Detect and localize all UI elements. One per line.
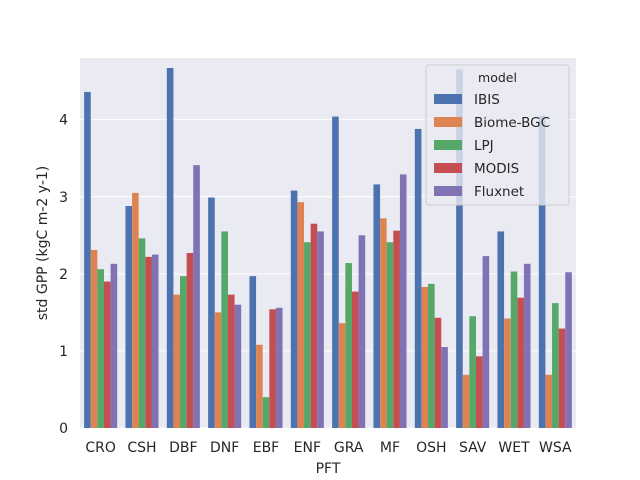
bar-lpj-osh xyxy=(428,283,435,428)
legend-swatch xyxy=(434,140,462,150)
bar-lpj-sav xyxy=(469,316,476,428)
bar-biome-bgc-csh xyxy=(132,192,139,428)
x-tick-label: SAV xyxy=(459,440,487,456)
x-tick-label: OSH xyxy=(416,440,446,456)
bar-lpj-csh xyxy=(138,238,146,428)
bar-ibis-sav xyxy=(456,69,463,428)
bar-ibis-csh xyxy=(125,206,133,428)
bar-ibis-wet xyxy=(497,231,505,428)
x-axis-ticks: CRO CSH DBF DNF EBF ENF GRA MF OSH SAV WET WSA xyxy=(85,440,572,456)
bar-ibis-mf xyxy=(373,184,381,428)
bar-modis-enf xyxy=(310,223,318,428)
bar-biome-bgc-ebf xyxy=(256,344,263,428)
y-tick-label: 2 xyxy=(59,267,68,283)
y-axis-ticks: 0 1 2 3 4 xyxy=(59,113,68,437)
bar-modis-ebf xyxy=(269,309,276,428)
bar-ibis-wsa xyxy=(538,115,546,428)
bar-biome-bgc-wsa xyxy=(545,374,553,428)
bar-lpj-enf xyxy=(304,242,311,428)
legend-label: Biome-BGC xyxy=(474,115,550,131)
bar-modis-gra xyxy=(351,291,359,428)
bar-biome-bgc-sav xyxy=(462,374,470,428)
bar-biome-bgc-cro xyxy=(90,249,98,428)
bar-modis-wet xyxy=(517,297,524,428)
bar-fluxnet-sav xyxy=(482,256,490,428)
bar-fluxnet-dnf xyxy=(234,304,242,428)
bar-modis-dbf xyxy=(186,253,194,428)
bar-lpj-dnf xyxy=(221,231,228,428)
legend-swatch xyxy=(434,186,462,196)
legend-title: model xyxy=(478,70,517,85)
bar-fluxnet-mf xyxy=(399,174,407,428)
bar-lpj-gra xyxy=(345,263,352,428)
y-tick-label: 0 xyxy=(59,421,68,437)
legend: model IBIS Biome-BGC LPJ MODIS Fluxnet xyxy=(425,64,570,206)
x-tick-label: CSH xyxy=(127,440,156,456)
x-tick-label: DNF xyxy=(210,440,239,456)
y-tick-label: 4 xyxy=(59,113,68,129)
bar-biome-bgc-wet xyxy=(504,318,511,428)
x-axis-label: PFT xyxy=(316,461,341,477)
bar-ibis-enf xyxy=(290,190,298,428)
legend-swatch xyxy=(434,94,462,104)
bars xyxy=(84,68,572,429)
bar-modis-osh xyxy=(434,317,442,428)
x-tick-label: ENF xyxy=(294,440,321,456)
bar-fluxnet-cro xyxy=(110,263,118,428)
bar-lpj-wet xyxy=(510,271,518,428)
legend-label: IBIS xyxy=(474,92,500,108)
bar-modis-csh xyxy=(145,256,152,429)
bar-modis-cro xyxy=(103,281,111,428)
bar-lpj-dbf xyxy=(180,276,187,428)
bar-modis-mf xyxy=(393,230,400,428)
bar-ibis-dnf xyxy=(208,197,215,428)
bar-ibis-osh xyxy=(414,128,422,429)
x-tick-label: EBF xyxy=(253,440,280,456)
bar-ibis-dbf xyxy=(166,68,174,429)
gridlines xyxy=(80,119,576,429)
x-tick-label: DBF xyxy=(169,440,197,456)
x-tick-label: CRO xyxy=(85,440,116,456)
bar-fluxnet-dbf xyxy=(193,165,200,428)
bar-modis-sav xyxy=(475,356,483,428)
bar-fluxnet-csh xyxy=(151,254,159,428)
legend-swatch xyxy=(434,163,462,173)
bar-fluxnet-enf xyxy=(317,231,324,428)
legend-label: LPJ xyxy=(474,138,494,154)
bar-lpj-ebf xyxy=(262,397,270,428)
legend-swatch xyxy=(434,117,462,127)
bar-biome-bgc-osh xyxy=(421,286,429,428)
bar-biome-bgc-gra xyxy=(338,323,346,428)
bar-fluxnet-wsa xyxy=(565,272,572,428)
x-tick-label: WSA xyxy=(539,440,572,456)
bar-ibis-gra xyxy=(332,116,339,428)
bar-fluxnet-gra xyxy=(358,235,366,428)
x-tick-label: MF xyxy=(380,440,400,456)
bar-lpj-cro xyxy=(97,269,104,428)
bar-modis-dnf xyxy=(227,294,235,428)
bar-fluxnet-osh xyxy=(441,347,448,428)
x-tick-label: WET xyxy=(498,440,530,456)
y-tick-label: 1 xyxy=(59,344,68,360)
y-tick-label: 3 xyxy=(59,190,68,206)
bar-lpj-mf xyxy=(386,242,394,428)
bar-biome-bgc-dnf xyxy=(214,312,222,429)
bar-ibis-cro xyxy=(84,91,91,429)
bar-biome-bgc-dbf xyxy=(173,294,181,428)
bar-modis-wsa xyxy=(558,328,566,428)
bar-ibis-ebf xyxy=(249,276,257,428)
x-tick-label: GRA xyxy=(334,440,364,456)
y-axis-label: std GPP (kgC m-2 y-1) xyxy=(35,166,51,321)
legend-label: Fluxnet xyxy=(474,184,524,200)
bar-biome-bgc-mf xyxy=(380,218,387,428)
bar-fluxnet-wet xyxy=(523,263,531,428)
legend-label: MODIS xyxy=(474,161,519,177)
bar-fluxnet-ebf xyxy=(275,307,283,428)
bar-biome-bgc-enf xyxy=(297,202,305,428)
bar-lpj-wsa xyxy=(552,303,559,429)
